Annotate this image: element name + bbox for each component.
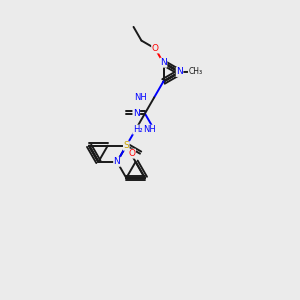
Text: H₂N: H₂N <box>133 125 149 134</box>
Text: O: O <box>152 44 159 53</box>
Text: NH: NH <box>143 125 156 134</box>
Text: N: N <box>176 68 183 76</box>
Text: NH: NH <box>134 93 147 102</box>
Text: N: N <box>160 58 167 67</box>
Text: CH₃: CH₃ <box>188 68 203 76</box>
Text: N: N <box>133 109 140 118</box>
Text: S: S <box>123 141 129 150</box>
Text: N: N <box>114 157 120 166</box>
Text: O: O <box>128 149 136 158</box>
